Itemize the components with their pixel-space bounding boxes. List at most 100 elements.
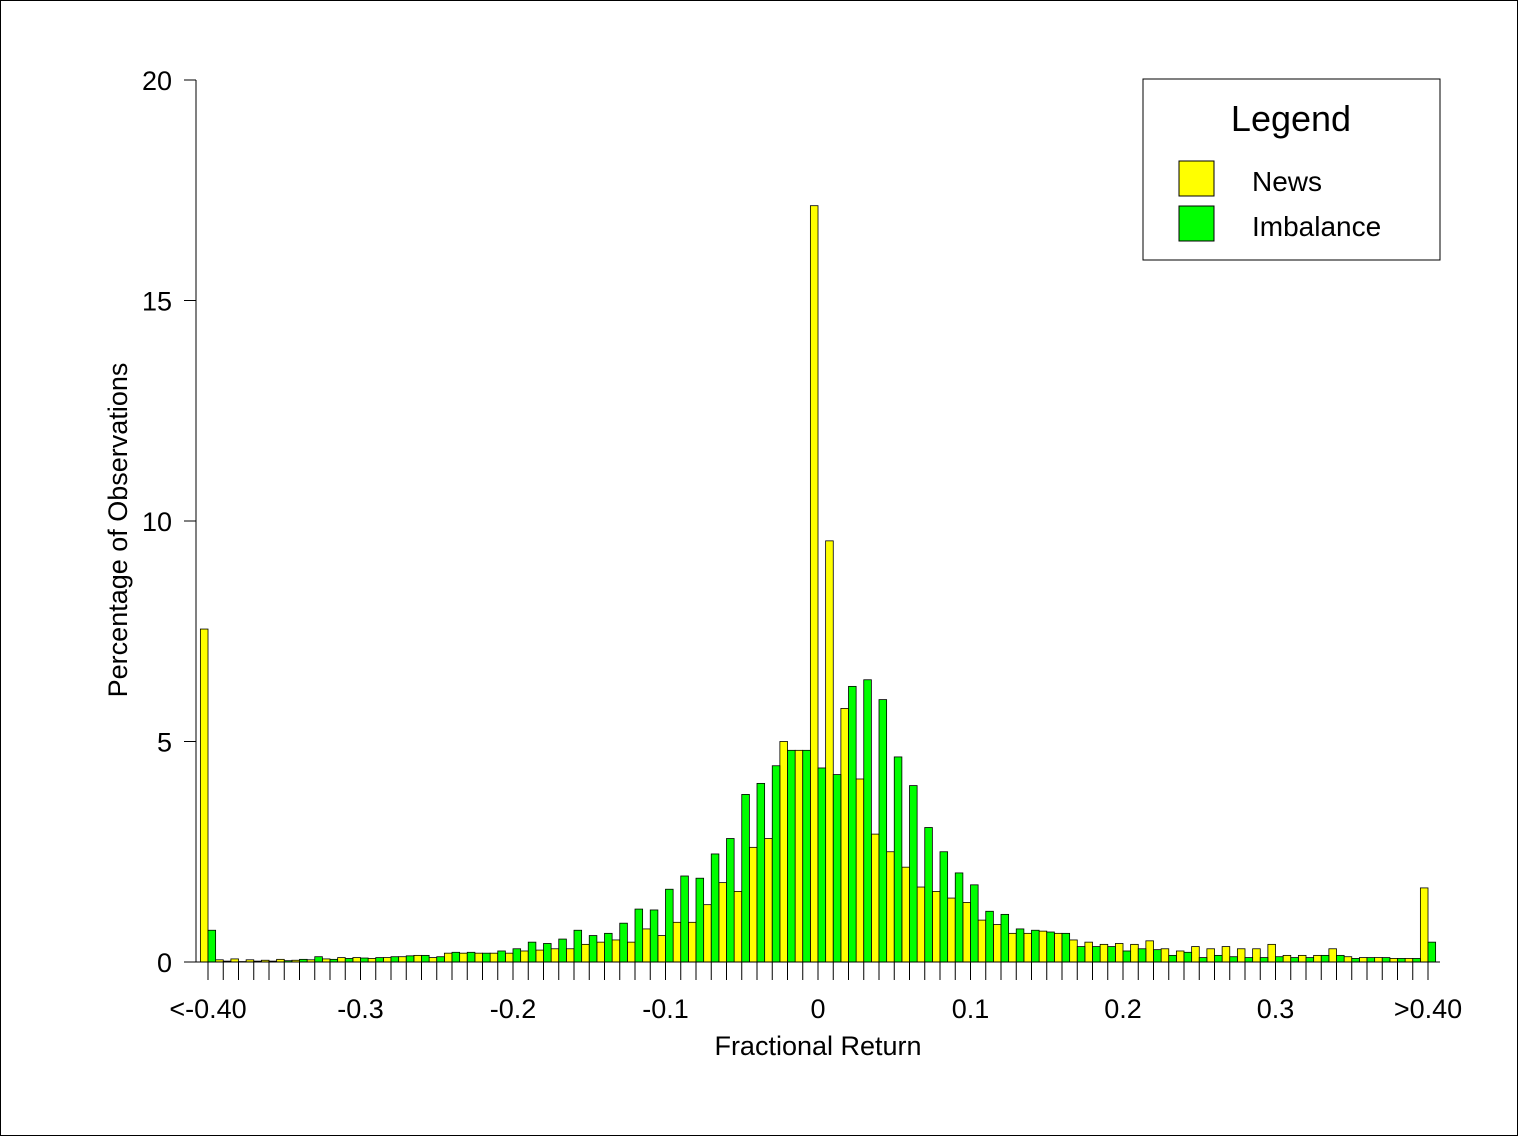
bar-news-43 [855,778,865,963]
bar-imbalance-12 [390,956,400,963]
bar-imbalance-74 [1336,954,1345,963]
bar-imbalance-63 [1168,954,1177,963]
bar-imbalance-75 [1351,958,1360,963]
bar-imbalance-62 [1153,949,1162,963]
bar-news-50 [962,902,971,963]
bar-news-74 [1328,948,1337,963]
y-tick-label-5: 5 [157,728,172,758]
bar-news-0 [199,628,209,963]
bar-imbalance-58 [1092,946,1101,963]
bar-imbalance-33 [710,853,720,963]
bar-imbalance-22 [543,943,552,963]
bar-imbalance-51 [985,910,994,963]
axes-layer: 0 5 10 15 20 <-0.40 -0.3 -0.2 -0.1 0 0.1 0.2 0.3 >0.4… [142,66,1462,1024]
bar-imbalance-28 [634,908,644,963]
bar-imbalance-66 [1214,954,1223,963]
bar-news-10 [352,957,361,963]
legend: Legend News Imbalance [1142,78,1441,261]
bar-news-28 [626,941,636,963]
bar-imbalance-11 [375,957,384,963]
bar-news-40 [809,205,819,963]
x-tick-label-2: -0.2 [490,994,537,1024]
bar-imbalance-71 [1290,957,1299,963]
legend-swatch-imbalance [1178,205,1215,242]
bar-imbalance-60 [1122,950,1132,963]
bar-imbalance-29 [649,909,659,963]
bar-news-39 [794,749,804,963]
bar-imbalance-72 [1305,957,1315,963]
bar-imbalance-61 [1137,948,1147,963]
bar-imbalance-20 [512,948,522,963]
bar-imbalance-69 [1259,957,1269,963]
bar-news-16 [443,952,453,963]
bar-news-17 [459,952,468,963]
bar-news-72 [1297,954,1307,963]
bar-news-57 [1069,939,1078,963]
bar-news-66 [1206,948,1215,963]
bar-imbalance-14 [421,954,430,963]
bar-news-37 [764,838,773,963]
bar-news-61 [1130,943,1139,963]
bar-news-53 [1008,932,1017,963]
bar-news-11 [367,958,377,963]
bar-imbalance-39 [802,749,811,963]
x-tick-label-1: -0.3 [337,994,384,1024]
bar-imbalance-68 [1244,957,1254,963]
bar-imbalance-21 [527,941,537,963]
bar-imbalance-0 [207,929,217,963]
bar-imbalance-80 [1427,941,1437,963]
bars-layer [199,205,1437,963]
bar-imbalance-56 [1061,932,1071,963]
bar-news-48 [931,891,941,963]
bar-imbalance-65 [1198,957,1208,963]
bar-imbalance-16 [451,951,461,963]
bar-news-33 [703,904,712,963]
bar-imbalance-54 [1031,929,1040,963]
bar-imbalance-19 [497,950,506,963]
bar-news-34 [718,882,727,963]
bar-news-13 [398,956,407,963]
x-tick-label-8: >0.40 [1394,994,1462,1024]
bar-imbalance-57 [1076,946,1086,963]
bar-news-24 [565,948,575,963]
bar-imbalance-44 [878,699,888,963]
bar-news-42 [840,708,849,963]
bar-news-45 [886,851,895,963]
bar-news-80 [1419,887,1429,963]
x-tick-label-0: <-0.40 [169,994,246,1024]
bar-imbalance-30 [665,888,674,963]
bar-imbalance-17 [466,951,476,963]
bar-news-73 [1313,954,1322,963]
bar-news-41 [825,540,834,963]
bar-news-64 [1175,950,1185,963]
bar-news-38 [779,741,788,963]
x-tick-label-4: 0 [810,994,825,1024]
bar-imbalance-70 [1275,956,1284,963]
bar-news-69 [1252,948,1261,963]
bar-news-54 [1023,932,1032,963]
bar-imbalance-36 [756,782,766,963]
bar-imbalance-31 [680,875,689,963]
bar-news-78 [1389,958,1398,963]
bar-imbalance-7 [314,956,323,963]
bar-news-31 [672,921,682,963]
bar-imbalance-50 [970,884,979,963]
y-tick-label-10: 10 [142,507,172,537]
y-tick-label-0: 0 [157,948,172,978]
bar-news-27 [611,939,621,963]
bar-imbalance-24 [573,929,583,963]
bar-news-9 [337,957,346,963]
bar-news-29 [642,928,651,963]
bar-imbalance-15 [436,956,445,963]
bar-news-60 [1114,943,1124,963]
bar-news-79 [1404,958,1414,963]
bar-imbalance-45 [893,756,903,963]
bar-news-22 [535,949,544,963]
legend-label-news: News [1252,166,1322,197]
bar-imbalance-34 [726,838,735,963]
bar-imbalance-25 [588,935,598,963]
bar-news-18 [474,952,483,963]
x-tick-label-7: 0.3 [1257,994,1295,1024]
bar-news-25 [581,943,590,963]
bar-news-58 [1084,941,1093,963]
